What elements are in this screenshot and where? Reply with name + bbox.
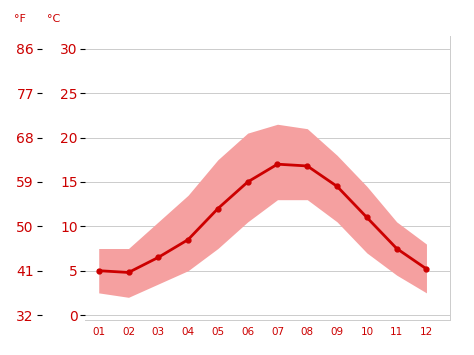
Text: °F: °F [14, 14, 26, 24]
Text: °C: °C [47, 14, 61, 24]
